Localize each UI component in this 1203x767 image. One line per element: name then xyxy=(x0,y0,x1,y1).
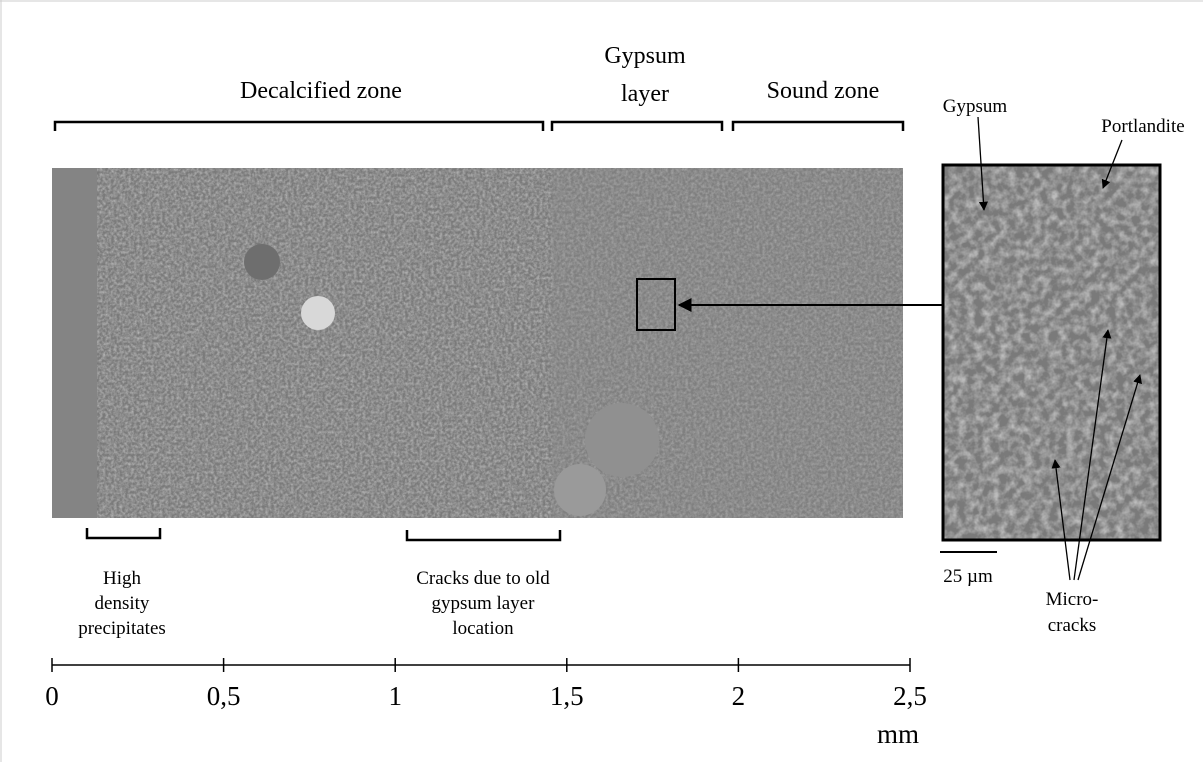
inset-label: Micro- xyxy=(1046,589,1099,610)
tick-label: 1,5 xyxy=(550,681,584,711)
pointers xyxy=(977,116,1142,581)
tick-label: 0 xyxy=(45,681,59,711)
zone-label: Gypsum xyxy=(604,43,686,69)
annotation: location xyxy=(452,618,514,639)
inset-label: Portlandite xyxy=(1101,116,1184,137)
inset-label: cracks xyxy=(1048,615,1097,636)
annotation: precipitates xyxy=(78,618,166,639)
zone-label: layer xyxy=(621,81,669,107)
tick-label: 2,5 xyxy=(893,681,927,711)
annotation: gypsum layer xyxy=(432,593,536,614)
tick-label: 1 xyxy=(388,681,402,711)
inset xyxy=(941,163,1162,542)
zone-brackets xyxy=(53,120,905,542)
scale-bar-label: 25 µm xyxy=(943,566,993,587)
inset-label: Gypsum xyxy=(943,96,1008,117)
tick-label: 0,5 xyxy=(207,681,241,711)
tick-label: 2 xyxy=(732,681,746,711)
annotation: High xyxy=(103,568,142,589)
zone-label: Sound zone xyxy=(767,78,880,104)
unit-label: mm xyxy=(877,719,919,749)
annotation: Cracks due to old xyxy=(416,568,550,589)
zone-label: Decalcified zone xyxy=(240,78,402,104)
micrograph xyxy=(52,168,903,518)
annotation: density xyxy=(95,593,150,614)
